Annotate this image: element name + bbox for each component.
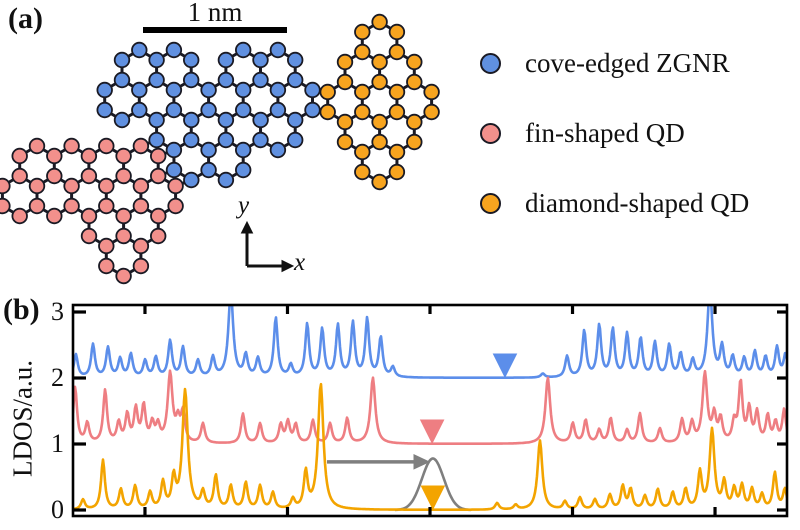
y-tick-label-0: 0 <box>51 495 64 524</box>
legend-swatch-blue <box>480 52 501 74</box>
axis-ticks <box>73 305 787 516</box>
molecule-diagram <box>0 13 440 285</box>
ldos-curve-cove-edged-ZGNR <box>74 306 786 379</box>
x-axis-arrow-label: x <box>294 249 306 276</box>
plot-frame <box>71 303 789 518</box>
y-tick-label-3: 3 <box>51 297 64 326</box>
marker-triangle-fin-shaped-QD <box>419 419 445 445</box>
legend-swatch-pink <box>480 122 501 144</box>
legend-item-diamond-shaped-qd: diamond-shaped QD <box>480 187 749 219</box>
gray-gaussian-curve <box>394 457 472 512</box>
ldos-plot <box>71 303 789 518</box>
legend-item-cove-edged-zgnr: cove-edged ZGNR <box>480 47 730 79</box>
y-tick-label-1: 1 <box>51 429 64 458</box>
legend-item-fin-shaped-qd: fin-shaped QD <box>480 117 685 149</box>
scale-bar-line <box>143 27 287 33</box>
legend-label: diamond-shaped QD <box>525 187 750 218</box>
panel-a-label: (a) <box>8 2 43 35</box>
legend-swatch-orange <box>480 192 501 214</box>
y-axis-arrow-label: y <box>238 192 250 219</box>
legend-label: fin-shaped QD <box>525 117 685 148</box>
axes-arrows <box>240 220 295 273</box>
molecule-atoms <box>0 13 440 285</box>
y-tick-label-2: 2 <box>51 363 64 392</box>
scale-bar-label: 1 nm <box>187 0 243 27</box>
gray-arrow <box>326 454 431 470</box>
ldos-curve-fin-shaped-QD <box>74 369 786 445</box>
panel-b-label: (b) <box>3 293 40 326</box>
marker-triangle-cove-edged-ZGNR <box>492 353 518 379</box>
marker-triangle-diamond-shaped-QD <box>420 485 446 511</box>
legend-label: cove-edged ZGNR <box>525 47 730 78</box>
